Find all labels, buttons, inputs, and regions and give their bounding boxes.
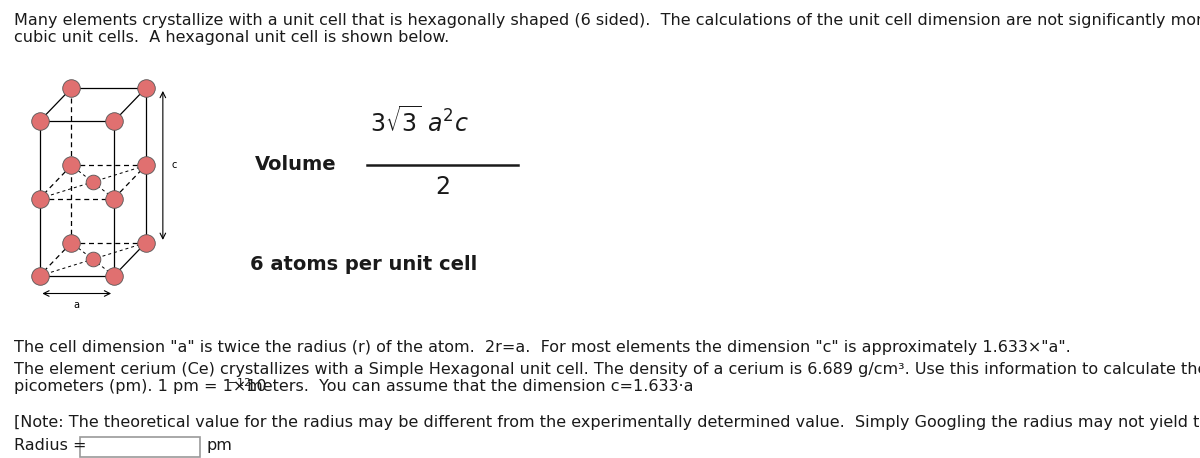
Text: pm: pm (206, 438, 232, 453)
Text: Many elements crystallize with a unit cell that is hexagonally shaped (6 sided).: Many elements crystallize with a unit ce… (14, 13, 1200, 28)
Point (137, 239, 156, 246)
Text: [Note: The theoretical value for the radius may be different from the experiment: [Note: The theoretical value for the rad… (14, 415, 1200, 430)
Text: The element cerium (Ce) crystallizes with a Simple Hexagonal unit cell. The dens: The element cerium (Ce) crystallizes wit… (14, 362, 1200, 377)
Text: cubic unit cells.  A hexagonal unit cell is shown below.: cubic unit cells. A hexagonal unit cell … (14, 30, 449, 45)
Point (83, 178, 102, 185)
Text: $^{-12}$: $^{-12}$ (227, 379, 252, 394)
Text: $3\sqrt{3}\ a^2c$: $3\sqrt{3}\ a^2c$ (370, 106, 469, 137)
Text: c: c (172, 160, 176, 170)
Point (30, 195, 49, 202)
Point (104, 118, 124, 125)
Text: 6 atoms per unit cell: 6 atoms per unit cell (250, 255, 478, 274)
Text: Volume: Volume (256, 156, 337, 174)
Bar (80, 437, 200, 457)
Point (104, 272, 124, 279)
Point (30, 272, 49, 279)
Point (62, 162, 82, 169)
Text: 2: 2 (436, 175, 450, 199)
Point (62, 84, 82, 92)
Point (137, 162, 156, 169)
Text: a: a (73, 300, 79, 310)
Point (104, 195, 124, 202)
Text: Radius =: Radius = (14, 438, 86, 453)
Point (137, 84, 156, 92)
Point (62, 239, 82, 246)
Text: meters.  You can assume that the dimension c=1.633·a: meters. You can assume that the dimensio… (242, 379, 694, 394)
Point (30, 118, 49, 125)
Text: picometers (pm). 1 pm = 1×10: picometers (pm). 1 pm = 1×10 (14, 379, 266, 394)
Point (83, 256, 102, 263)
Text: The cell dimension "a" is twice the radius (r) of the atom.  2r=a.  For most ele: The cell dimension "a" is twice the radi… (14, 340, 1070, 355)
